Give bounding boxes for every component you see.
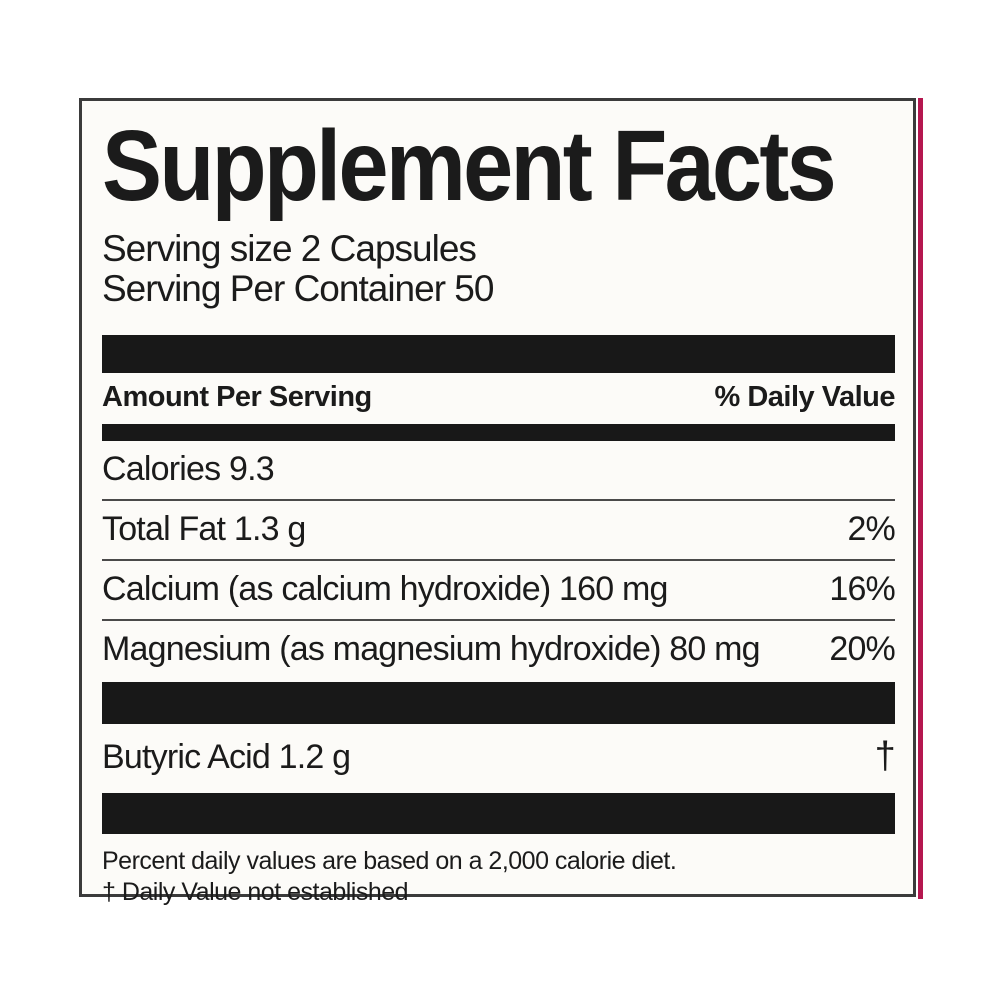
daily-value-header: % Daily Value (714, 380, 896, 413)
nutrient-dv: 16% (829, 569, 895, 608)
serving-info: Serving size 2 Capsules Serving Per Cont… (102, 229, 895, 309)
amount-per-serving-header: Amount Per Serving (102, 380, 372, 413)
footnote-calorie-diet: Percent daily values are based on a 2,00… (102, 846, 677, 875)
divider-bar-top (102, 334, 895, 373)
nutrient-name: Butyric Acid 1.2 g (102, 737, 351, 776)
servings-per-container: Serving Per Container 50 (102, 267, 494, 309)
serving-size: Serving size 2 Capsules (102, 228, 477, 269)
footnote-daily-value: † Daily Value not established (102, 878, 409, 907)
divider-bar-middle (102, 681, 895, 724)
supplement-facts-panel: Supplement Facts Serving size 2 Capsules… (79, 98, 916, 906)
panel-content: Supplement Facts Serving size 2 Capsules… (82, 101, 913, 908)
nutrient-dv: 20% (829, 629, 895, 668)
nutrient-row-butyric-acid: Butyric Acid 1.2 g † (102, 724, 896, 790)
panel-title: Supplement Facts (102, 110, 837, 222)
nutrient-row-calories: Calories 9.3 (102, 441, 895, 501)
accent-stripe (918, 98, 923, 899)
column-header-row: Amount Per Serving % Daily Value (102, 373, 895, 424)
dagger-symbol: † (874, 734, 896, 777)
nutrient-name: Calcium (as calcium hydroxide) 160 mg (102, 569, 668, 608)
nutrient-dv: 2% (847, 509, 895, 548)
nutrient-name: Magnesium (as magnesium hydroxide) 80 mg (102, 629, 761, 668)
nutrient-name: Total Fat 1.3 g (102, 509, 306, 548)
footnotes: Percent daily values are based on a 2,00… (102, 846, 895, 909)
nutrient-row-magnesium: Magnesium (as magnesium hydroxide) 80 mg… (102, 621, 896, 679)
nutrient-name: Calories 9.3 (102, 449, 275, 488)
divider-bar-bottom (102, 792, 895, 834)
divider-bar-thin (102, 423, 895, 441)
nutrient-row-total-fat: Total Fat 1.3 g 2% (102, 501, 896, 561)
nutrient-row-calcium: Calcium (as calcium hydroxide) 160 mg 16… (102, 561, 896, 621)
